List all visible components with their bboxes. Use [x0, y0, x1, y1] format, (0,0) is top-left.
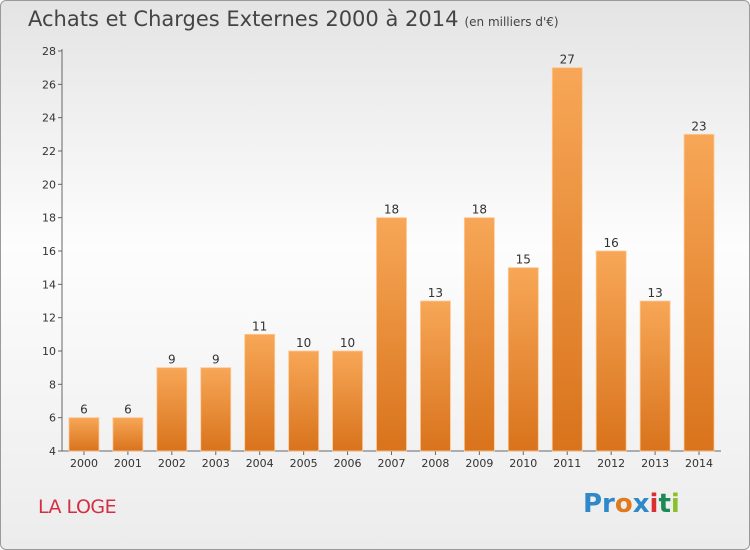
bar-2000	[68, 417, 100, 452]
value-label-2001: 6	[124, 403, 132, 417]
bar-2012	[595, 250, 627, 452]
bar-2001	[112, 417, 144, 452]
bar-2002	[156, 367, 188, 452]
chart-title-text: Achats et Charges Externes 2000 à 2014	[28, 7, 459, 31]
value-label-2010: 15	[516, 253, 531, 267]
y-tick-label: 28	[42, 45, 56, 58]
bar-2010	[507, 267, 539, 452]
x-tick-label-2010: 2010	[509, 457, 537, 470]
y-tick-label: 22	[42, 145, 56, 158]
x-tick-label-2006: 2006	[334, 457, 362, 470]
value-label-2011: 27	[560, 53, 575, 67]
x-tick-label-2014: 2014	[685, 457, 713, 470]
value-label-2014: 23	[691, 119, 706, 133]
x-tick-label-2003: 2003	[202, 457, 230, 470]
value-label-2006: 10	[340, 336, 355, 350]
y-tick-label: 26	[42, 78, 56, 91]
value-label-2005: 10	[296, 336, 311, 350]
value-label-2008: 13	[428, 286, 443, 300]
x-tick-label-2000: 2000	[70, 457, 98, 470]
x-tick-label-2001: 2001	[114, 457, 142, 470]
y-tick-label: 12	[42, 312, 56, 325]
value-label-2009: 18	[472, 203, 487, 217]
x-tick-label-2008: 2008	[421, 457, 449, 470]
x-tick-label-2007: 2007	[378, 457, 406, 470]
bar-2006	[332, 350, 363, 452]
commune-name: LA LOGE	[38, 496, 117, 518]
x-tick-label-2002: 2002	[158, 457, 186, 470]
x-tick-label-2009: 2009	[465, 457, 493, 470]
chart-bars	[68, 67, 715, 452]
value-label-2012: 16	[604, 236, 619, 250]
bar-2003	[200, 367, 232, 452]
bar-2008	[420, 300, 451, 452]
bar-2009	[463, 217, 495, 452]
bar-2011	[551, 67, 583, 452]
y-tick-label: 10	[42, 345, 56, 358]
chart-labels: 6 2000 6 2001 9 2002 9 2003 11 2004 10 2005 10 2006 18…	[70, 53, 713, 470]
y-tick-label: 18	[42, 212, 56, 225]
value-label-2004: 11	[252, 319, 267, 333]
y-tick-label: 6	[49, 412, 56, 425]
y-tick-label: 20	[42, 178, 56, 191]
proxiti-logo: Proxiti	[583, 489, 680, 519]
x-tick-label-2004: 2004	[246, 457, 274, 470]
y-tick-label: 14	[42, 278, 56, 291]
y-tick-label: 8	[49, 378, 56, 391]
x-tick-label-2012: 2012	[597, 457, 625, 470]
value-label-2007: 18	[384, 203, 399, 217]
value-label-2013: 13	[647, 286, 662, 300]
bar-2005	[288, 350, 320, 452]
y-tick-label: 4	[49, 445, 56, 458]
chart-unit: (en milliers d'€)	[464, 15, 559, 29]
x-tick-label-2005: 2005	[290, 457, 318, 470]
value-label-2000: 6	[80, 403, 88, 417]
value-label-2003: 9	[212, 353, 220, 367]
chart-title: Achats et Charges Externes 2000 à 2014 (e…	[28, 7, 559, 31]
bar-2004	[244, 333, 276, 452]
bar-2014	[683, 133, 715, 452]
bar-2013	[639, 300, 671, 452]
y-tick-label: 24	[42, 112, 56, 125]
x-tick-label-2013: 2013	[641, 457, 669, 470]
x-tick-label-2011: 2011	[553, 457, 581, 470]
value-label-2002: 9	[168, 353, 176, 367]
y-tick-label: 16	[42, 245, 56, 258]
bar-2007	[376, 217, 407, 452]
